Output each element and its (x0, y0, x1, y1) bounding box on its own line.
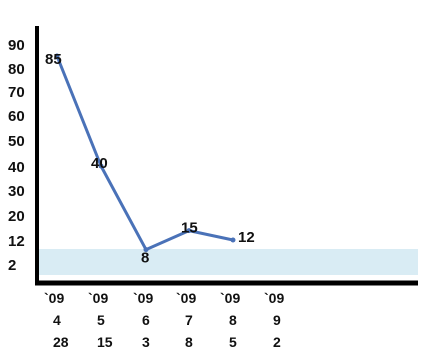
y-tick-labels: 90 80 70 60 50 40 30 20 12 2 (8, 37, 25, 274)
y-tick-label: 70 (8, 84, 25, 101)
series-line (55, 55, 234, 252)
y-tick-label: 12 (8, 233, 25, 250)
y-tick-label: 50 (8, 133, 25, 150)
y-tick-label: 80 (8, 61, 25, 78)
x-tick-label: 5 (229, 334, 237, 350)
x-tick-labels: `09 4 28 `09 5 15 `09 6 3 `09 7 8 `09 8 5 `09 9 2 (44, 290, 284, 350)
x-tick-label: `09 (44, 290, 64, 306)
x-tick-label: 6 (142, 312, 150, 328)
x-tick-label: 8 (229, 312, 237, 328)
data-label: 8 (141, 250, 149, 267)
data-point (54, 53, 60, 59)
x-tick-label: 5 (97, 312, 105, 328)
x-tick-label: 8 (185, 334, 193, 350)
x-tick-label: `09 (133, 290, 153, 306)
data-point (186, 228, 192, 234)
x-tick-label: 4 (53, 312, 61, 328)
y-tick-label: 60 (8, 108, 25, 125)
x-tick-label: `09 (88, 290, 108, 306)
data-point (98, 163, 104, 169)
y-tick-label: 90 (8, 37, 25, 54)
x-tick-label: 15 (97, 334, 113, 350)
y-tick-label: 30 (8, 183, 25, 200)
series-line-layer (54, 53, 236, 253)
x-tick-label: `09 (264, 290, 284, 306)
x-tick-label: 2 (273, 334, 281, 350)
data-label: 40 (91, 155, 108, 172)
axes (35, 26, 418, 286)
data-label: 15 (181, 220, 198, 237)
x-tick-label: `09 (176, 290, 196, 306)
y-tick-label: 20 (8, 208, 25, 225)
x-tick-label: 3 (142, 334, 150, 350)
reference-band (39, 249, 418, 275)
data-point (230, 237, 236, 243)
x-tick-label: 9 (273, 312, 281, 328)
data-labels: 85 40 8 15 12 (45, 51, 255, 267)
reference-band-layer (39, 249, 418, 275)
data-label: 85 (45, 51, 62, 68)
y-tick-label: 2 (8, 257, 16, 274)
data-label: 12 (238, 229, 255, 246)
x-tick-label: `09 (220, 290, 240, 306)
y-tick-label: 40 (8, 159, 25, 176)
x-tick-label: 28 (53, 334, 69, 350)
data-point (143, 247, 149, 253)
x-tick-label: 7 (185, 312, 193, 328)
